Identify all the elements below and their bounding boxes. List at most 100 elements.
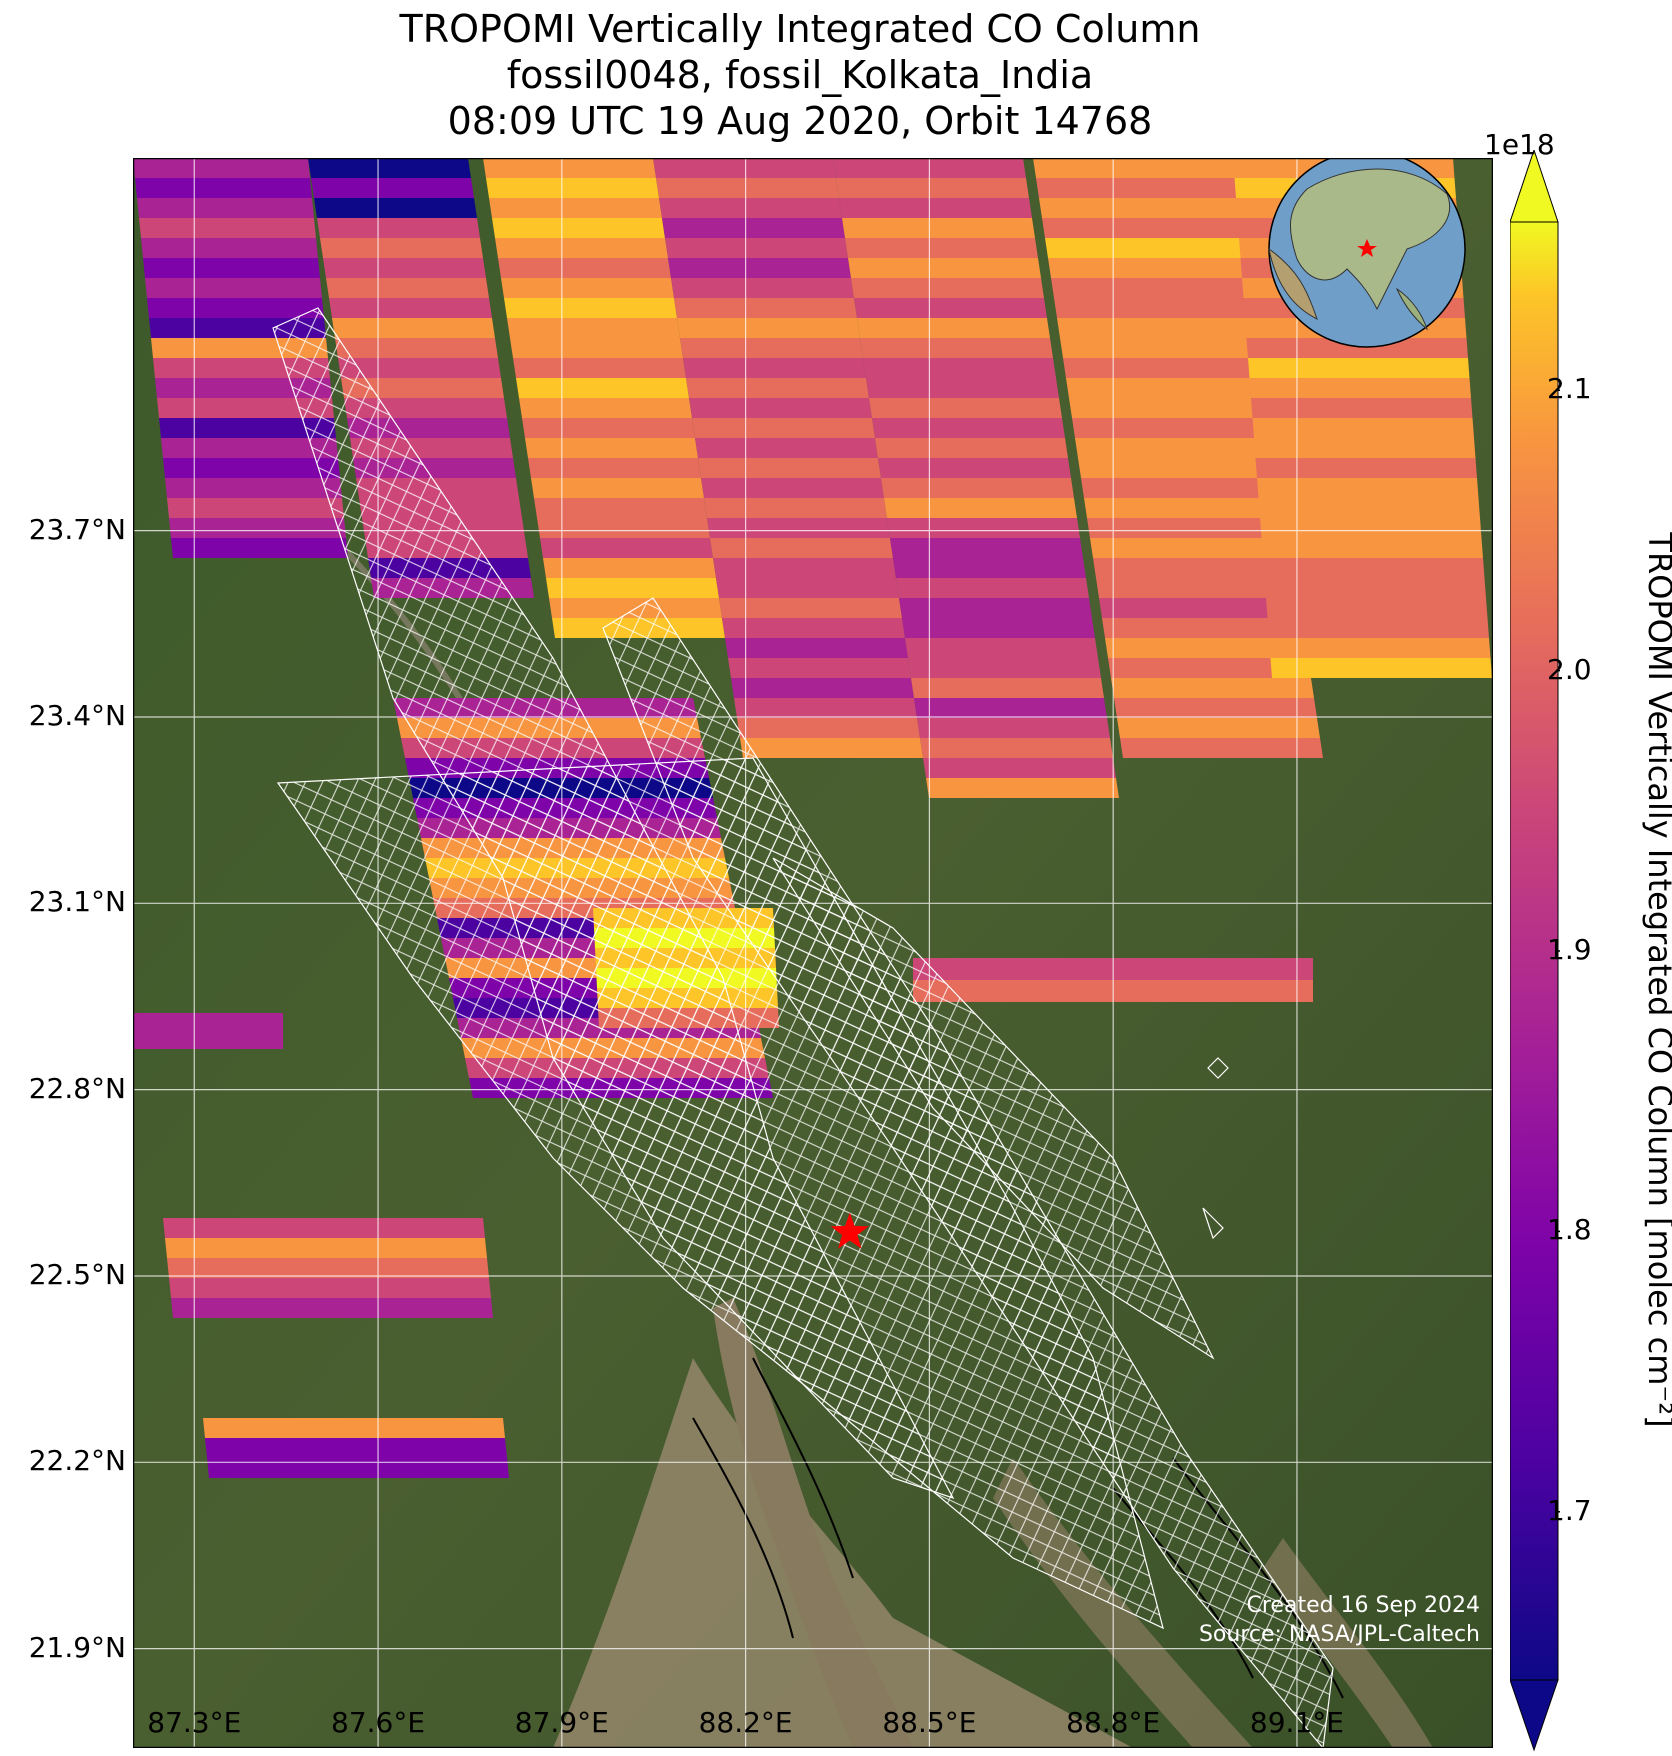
co-pixel bbox=[1251, 398, 1473, 418]
lat-tick-label: 23.4°N bbox=[28, 698, 126, 732]
co-pixel bbox=[171, 538, 348, 558]
co-pixel bbox=[1072, 418, 1275, 438]
co-pixel bbox=[839, 198, 1032, 218]
co-pixel bbox=[167, 498, 344, 518]
co-pixel bbox=[525, 438, 698, 458]
co-pixel bbox=[860, 338, 1053, 358]
co-pixel bbox=[1090, 538, 1293, 558]
co-pixel bbox=[1258, 498, 1480, 518]
co-pixel bbox=[329, 298, 492, 318]
co-pixel bbox=[1060, 338, 1263, 358]
co-pixel bbox=[1120, 738, 1323, 758]
co-pixel bbox=[1054, 298, 1257, 318]
map-gridlines bbox=[133, 158, 1493, 1748]
map-panel bbox=[133, 158, 1493, 1748]
co-pixel bbox=[1254, 438, 1476, 458]
co-pixel bbox=[842, 218, 1035, 238]
co-pixel bbox=[135, 178, 312, 198]
co-pixel bbox=[725, 638, 908, 658]
co-pixel bbox=[519, 398, 692, 418]
co-pixel bbox=[1108, 658, 1311, 678]
chart-subtitle: fossil0048, fossil_Kolkata_India bbox=[506, 53, 1094, 97]
co-pixel bbox=[516, 378, 689, 398]
co-pixel bbox=[671, 278, 854, 298]
co-pixel bbox=[716, 578, 899, 598]
co-pixel bbox=[133, 1031, 283, 1049]
co-pixel bbox=[341, 378, 504, 398]
co-pixel bbox=[540, 538, 713, 558]
co-pixel bbox=[884, 498, 1077, 518]
co-pixel bbox=[1048, 258, 1251, 278]
co-pixel bbox=[677, 318, 860, 338]
co-pixel bbox=[857, 318, 1050, 338]
co-pixel bbox=[133, 1013, 283, 1031]
lon-tick-label: 88.2°E bbox=[698, 1706, 793, 1739]
co-pixel bbox=[498, 258, 671, 278]
co-pixel bbox=[338, 358, 501, 378]
co-pixel bbox=[1051, 278, 1254, 298]
co-pixel bbox=[155, 378, 332, 398]
lon-tick-label: 88.5°E bbox=[882, 1706, 977, 1739]
co-pixel bbox=[1042, 218, 1245, 238]
co-pixel bbox=[872, 418, 1065, 438]
co-pixel bbox=[1099, 598, 1302, 618]
co-pixel bbox=[147, 298, 324, 318]
co-pixel bbox=[908, 658, 1101, 678]
co-pixel bbox=[1075, 438, 1278, 458]
co-pixel bbox=[543, 558, 716, 578]
co-pixel bbox=[680, 338, 863, 358]
co-pixel bbox=[522, 418, 695, 438]
co-pixel bbox=[133, 158, 310, 178]
co-pixel bbox=[1087, 518, 1290, 538]
co-pixel bbox=[704, 498, 887, 518]
co-pixel bbox=[896, 578, 1089, 598]
co-pixel bbox=[689, 398, 872, 418]
lon-tick-label: 87.3°E bbox=[147, 1706, 242, 1739]
co-pixel bbox=[881, 478, 1074, 498]
co-pixel bbox=[1270, 658, 1492, 678]
co-pixel bbox=[734, 698, 917, 718]
co-pixel bbox=[1081, 478, 1284, 498]
co-pixel bbox=[546, 578, 719, 598]
co-pixel bbox=[1117, 718, 1320, 738]
co-pixel bbox=[145, 278, 322, 298]
co-pixel bbox=[169, 518, 346, 538]
co-pixel bbox=[902, 618, 1095, 638]
co-pixel bbox=[698, 458, 881, 478]
co-pixel bbox=[167, 1258, 489, 1278]
co-pixel bbox=[914, 698, 1107, 718]
co-pixel bbox=[486, 178, 659, 198]
co-pixel bbox=[314, 198, 477, 218]
co-pixel bbox=[157, 398, 334, 418]
colorbar-exponent: 1e18 bbox=[1484, 128, 1555, 161]
co-pixel bbox=[332, 318, 495, 338]
co-pixel bbox=[653, 158, 836, 178]
lon-tick-label: 87.6°E bbox=[331, 1706, 426, 1739]
globe-location-star-icon bbox=[1357, 239, 1377, 257]
co-pixel bbox=[171, 1298, 493, 1318]
co-pixel bbox=[1084, 498, 1287, 518]
co-pixel bbox=[308, 158, 471, 178]
co-pixel bbox=[137, 198, 314, 218]
co-pixel bbox=[851, 278, 1044, 298]
colorbar-tick-label: 1.7 bbox=[1547, 1493, 1592, 1527]
co-pixel bbox=[665, 238, 848, 258]
co-pixel bbox=[695, 438, 878, 458]
co-pixel bbox=[662, 218, 845, 238]
co-pixel bbox=[710, 538, 893, 558]
co-pixel bbox=[139, 218, 316, 238]
lat-tick-label: 22.8°N bbox=[28, 1071, 126, 1105]
co-pixel bbox=[878, 458, 1071, 478]
co-pixel bbox=[713, 558, 896, 578]
co-pixel bbox=[863, 358, 1056, 378]
co-pixel bbox=[1266, 598, 1488, 618]
co-pixel bbox=[1069, 398, 1272, 418]
co-pixel bbox=[1261, 538, 1483, 558]
co-pixel bbox=[923, 758, 1116, 778]
co-pixel bbox=[1114, 698, 1317, 718]
co-pixel bbox=[920, 738, 1113, 758]
co-pixel bbox=[1255, 458, 1477, 478]
co-pixel bbox=[489, 198, 662, 218]
co-pixel bbox=[483, 158, 656, 178]
co-pixel bbox=[659, 198, 842, 218]
